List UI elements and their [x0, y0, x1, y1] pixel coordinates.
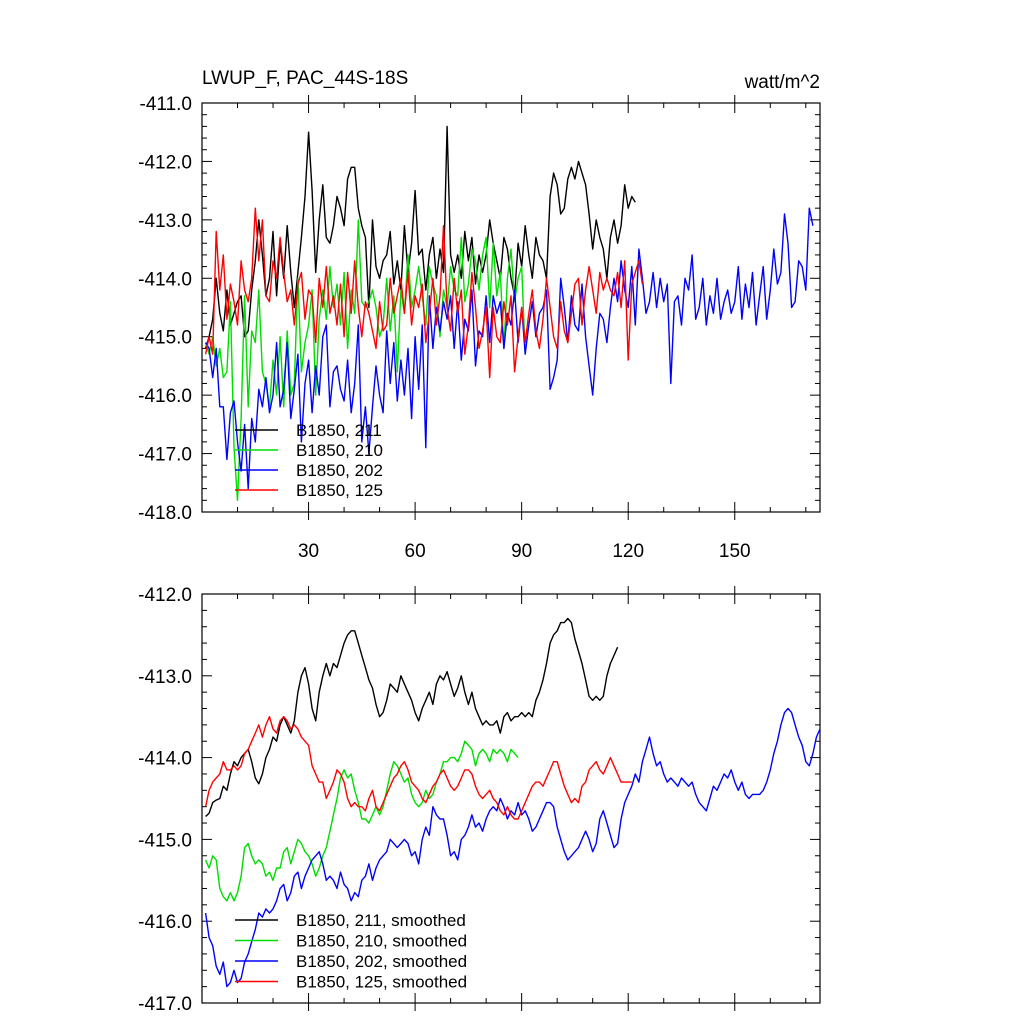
x-tick-label: 150 — [719, 541, 751, 562]
y-tick-label: -418.0 — [138, 503, 192, 524]
y-tick-label: -413.0 — [138, 667, 192, 688]
y-tick-label: -415.0 — [138, 830, 192, 851]
legend-label: B1850, 125 — [296, 481, 383, 500]
y-tick-label: -417.0 — [138, 445, 192, 466]
x-tick-label: 90 — [511, 541, 532, 562]
units-label: watt/m^2 — [744, 72, 820, 93]
legend-label: B1850, 211 — [296, 421, 382, 440]
legend-label: B1850, 210 — [296, 441, 383, 460]
legend-label: B1850, 202 — [296, 461, 383, 480]
y-tick-label: -413.0 — [138, 211, 192, 232]
series-line — [205, 207, 814, 490]
plot-frame — [201, 102, 821, 513]
y-tick-label: -414.0 — [138, 269, 192, 290]
chart-title: LWUP_F, PAC_44S-18S — [202, 68, 408, 89]
legend-label: B1850, 202, smoothed — [296, 952, 467, 971]
y-tick-label: -415.0 — [138, 328, 192, 349]
series-line — [204, 207, 644, 379]
legend-label: B1850, 210, smoothed — [296, 932, 467, 951]
y-tick-label: -414.0 — [138, 749, 192, 770]
plot-frame — [201, 593, 821, 1004]
y-tick-label: -416.0 — [138, 912, 192, 933]
y-tick-label: -412.0 — [138, 152, 192, 173]
y-tick-label: -417.0 — [138, 994, 192, 1015]
y-tick-label: -411.0 — [140, 94, 192, 115]
legend-label: B1850, 211, smoothed — [296, 911, 466, 930]
x-tick-label: 120 — [612, 541, 644, 562]
legend-label: B1850, 125, smoothed — [296, 973, 467, 992]
series-line — [205, 617, 619, 818]
series-line — [204, 740, 519, 902]
y-tick-label: -412.0 — [138, 585, 192, 606]
raw-panel: -418.0 -417.0 -416.0 -415.0 -414.0 -413.0 -412… — [138, 94, 821, 562]
x-tick-label: 30 — [298, 541, 319, 562]
smoothed-panel: -417.0 -416.0 -415.0 -414.0 -413.0 -412.0 B185… — [138, 585, 821, 1015]
series-line — [204, 716, 632, 820]
y-tick-label: -416.0 — [138, 386, 192, 407]
series-line — [204, 125, 636, 349]
series-line — [204, 707, 821, 988]
x-tick-label: 60 — [405, 541, 426, 562]
